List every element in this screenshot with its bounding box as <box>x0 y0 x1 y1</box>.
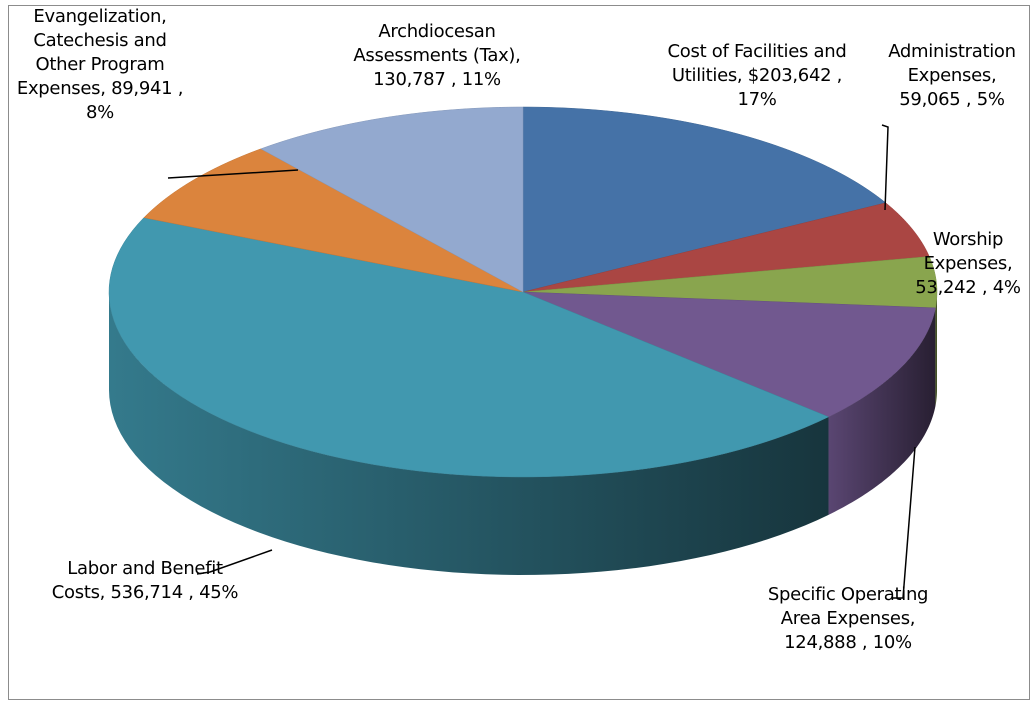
label-name: Administration Expenses, <box>888 41 1016 86</box>
data-label: Administration Expenses, 59,065 , 5% <box>877 40 1027 112</box>
slice <box>522 256 938 309</box>
label-percent: 17% <box>737 89 777 110</box>
label-name: Evangelization, Catechesis and Other Pro… <box>16 6 167 99</box>
label-name: Specific Operating Area Expenses, <box>767 584 929 629</box>
label-value: 130,787 , <box>373 69 457 90</box>
label-name: Worship Expenses, <box>923 229 1013 274</box>
leader-line <box>167 169 299 179</box>
label-percent: 8% <box>86 102 114 123</box>
label-value: 536,714 , <box>110 582 194 603</box>
data-label: Worship Expenses, 53,242 , 4% <box>908 228 1028 300</box>
label-value: 124,888 , <box>784 632 868 653</box>
data-label: Labor and Benefit Costs, 536,714 , 45% <box>50 557 240 605</box>
slice <box>522 202 930 293</box>
data-label: Evangelization, Catechesis and Other Pro… <box>13 5 188 125</box>
data-label: Cost of Facilities and Utilities, $203,6… <box>662 40 852 112</box>
label-value: $203,642 , <box>747 65 843 86</box>
slice-side <box>828 307 936 515</box>
label-name: Archdiocesan Assessments (Tax), <box>353 21 521 66</box>
label-value: 53,242 , <box>915 277 988 298</box>
label-value: 59,065 , <box>899 89 972 110</box>
slice <box>522 106 887 293</box>
slice <box>260 106 524 293</box>
label-percent: 4% <box>992 277 1021 298</box>
leader-line <box>881 124 889 211</box>
slice-side <box>109 292 829 575</box>
slice <box>143 148 524 293</box>
leader-line <box>196 549 273 575</box>
label-name: Cost of Facilities and Utilities, <box>667 41 847 86</box>
leader-line <box>893 446 916 599</box>
label-percent: 5% <box>976 89 1005 110</box>
slice <box>522 291 936 418</box>
label-percent: 11% <box>461 69 501 90</box>
label-name: Labor and Benefit Costs, <box>51 558 223 603</box>
label-percent: 45% <box>199 582 239 603</box>
label-percent: 10% <box>872 632 912 653</box>
label-value: 89,941 , <box>111 78 184 99</box>
slice-side <box>935 292 937 406</box>
data-label: Archdiocesan Assessments (Tax), 130,787 … <box>352 20 522 92</box>
data-label: Specific Operating Area Expenses, 124,88… <box>748 583 948 655</box>
slice <box>108 217 830 478</box>
